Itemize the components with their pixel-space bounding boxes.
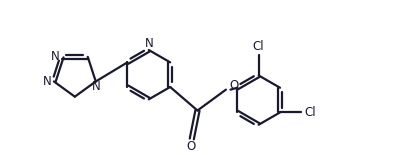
Text: N: N [51, 50, 59, 63]
Text: Cl: Cl [305, 106, 316, 119]
Text: Cl: Cl [253, 40, 264, 53]
Text: N: N [91, 80, 100, 93]
Text: O: O [186, 140, 196, 153]
Text: N: N [43, 75, 52, 88]
Text: O: O [230, 79, 239, 92]
Text: N: N [145, 37, 153, 50]
